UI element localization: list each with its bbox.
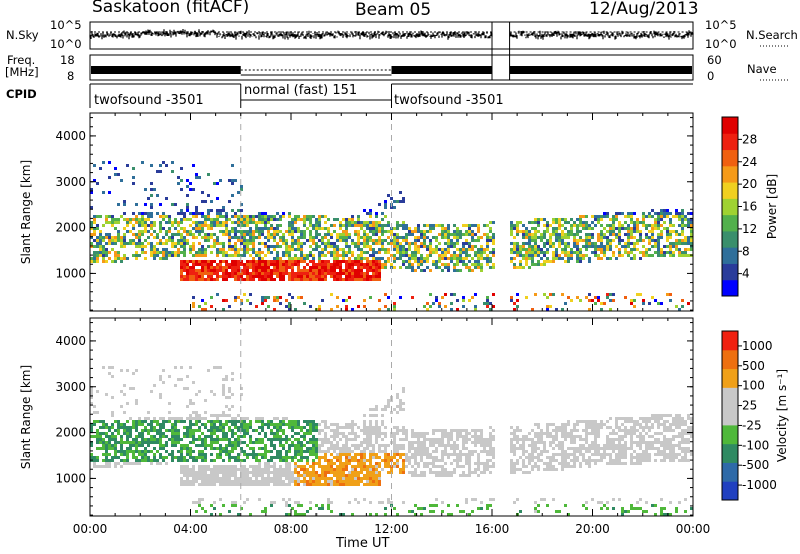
x-tick-label-4: 16:00	[475, 522, 510, 536]
velocity-colorbar-swatch-6	[722, 368, 738, 388]
power-colorbar-swatch-10	[722, 117, 738, 134]
power-colorbar-swatch-4	[722, 214, 738, 232]
freq-left-tick-bottom: 8	[67, 69, 75, 83]
noise-left-tick-top: 10^5	[50, 18, 82, 32]
power-colorbar-swatch-1	[722, 263, 738, 281]
power-colorbar-tick-5: 24	[742, 155, 757, 169]
cpid-segment-2: normal (fast) 151	[244, 83, 358, 98]
velocity-colorbar-swatch-2	[722, 443, 738, 463]
velocity-colorbar-label: Velocity [m s⁻¹]	[775, 369, 789, 462]
power-colorbar-tick-6: 28	[742, 132, 757, 146]
velocity-colorbar-tick-6: -500	[742, 458, 769, 472]
panel-1-ytick-label-3: 4000	[55, 334, 86, 348]
velocity-colorbar-tick-0: 1000	[742, 339, 773, 353]
panel-0-ytick-label-1: 2000	[55, 221, 86, 235]
panel-0-ylabel: Slant Range [km]	[19, 160, 33, 264]
panel-0-cells	[90, 161, 693, 311]
freq-strip-frame	[89, 54, 694, 81]
velocity-colorbar-tick-3: 25	[742, 399, 757, 413]
velocity-colorbar-swatch-4	[722, 406, 738, 426]
velocity-colorbar-swatch-1	[722, 462, 738, 482]
velocity-colorbar-swatch-0	[722, 481, 738, 501]
power-colorbar-swatch-8	[722, 149, 738, 167]
freq-label-line2: [MHz]	[5, 65, 39, 79]
velocity-colorbar-swatch-7	[722, 349, 738, 370]
power-colorbar-swatch-3	[722, 230, 738, 248]
power-colorbar-swatch-9	[722, 133, 738, 151]
panel-0-ytick-label-0: 1000	[55, 266, 86, 280]
velocity-colorbar-tick-7: -1000	[742, 478, 777, 492]
panel-1-ytick-label-0: 1000	[55, 471, 86, 485]
velocity-colorbar-tick-2: 100	[742, 379, 765, 393]
velocity-colorbar-swatch-3	[722, 424, 738, 445]
noise-right-tick-top: 10^5	[705, 18, 737, 32]
nsearch-label: N.Search	[746, 28, 798, 42]
velocity-colorbar-swatch-8	[722, 331, 738, 351]
power-colorbar-swatch-6	[722, 182, 738, 199]
panel-1-ylabel: Slant Range [km]	[19, 365, 33, 469]
power-colorbar-swatch-0	[722, 279, 738, 297]
power-colorbar-tick-4: 20	[742, 177, 757, 191]
panel-1-ytick-label-1: 2000	[55, 426, 86, 440]
panel-0-ytick-label-3: 4000	[55, 129, 86, 143]
velocity-colorbar-frame	[721, 330, 739, 501]
cpid-segment-3: twofsound -3501	[394, 93, 504, 108]
x-tick-label-2: 08:00	[274, 522, 309, 536]
panel-1-ytick-label-2: 3000	[55, 380, 86, 394]
velocity-colorbar-swatch-5	[722, 387, 738, 407]
panel-1-cells	[90, 366, 693, 516]
x-tick-label-3: 12:00	[374, 522, 409, 536]
nsky-label: N.Sky	[6, 28, 39, 42]
power-colorbar-tick-1: 8	[742, 244, 750, 258]
velocity-colorbar-tick-1: 500	[742, 359, 765, 373]
power-colorbar-swatch-2	[722, 247, 738, 264]
cpid-label: CPID	[6, 87, 37, 101]
x-tick-label-5: 20:00	[575, 522, 610, 536]
station-title: Saskatoon (fitACF)	[92, 0, 250, 17]
freq-right-tick-top: 60	[707, 53, 722, 67]
freq-label-line1: Freq.	[7, 53, 36, 67]
power-colorbar-label: Power [dB]	[765, 174, 779, 239]
freq-block-2	[391, 66, 492, 74]
freq-block-1	[91, 66, 241, 74]
nave-label: Nave	[747, 62, 777, 76]
cpid-segment-1: twofsound -3501	[94, 93, 204, 108]
noise-right-tick-bottom: 10^0	[705, 37, 737, 51]
noise-sky-trace	[89, 29, 694, 40]
power-colorbar-swatch-5	[722, 198, 738, 216]
panel-0-ytick-label-2: 3000	[55, 175, 86, 189]
x-tick-label-6: 00:00	[676, 522, 711, 536]
x-tick-label-1: 04:00	[173, 522, 208, 536]
x-axis-title: Time UT	[336, 536, 390, 551]
velocity-colorbar-tick-4: -25	[742, 418, 762, 432]
velocity-colorbar-tick-5: -100	[742, 438, 769, 452]
freq-left-tick-top: 18	[60, 53, 75, 67]
noise-left-tick-bottom: 10^0	[50, 37, 82, 51]
power-colorbar-tick-0: 4	[742, 267, 750, 281]
beam-title: Beam 05	[355, 0, 432, 20]
power-colorbar-tick-3: 16	[742, 200, 757, 214]
date-title: 12/Aug/2013	[589, 0, 699, 19]
power-colorbar-swatch-7	[722, 165, 738, 183]
freq-right-tick-bottom: 0	[707, 69, 715, 83]
power-colorbar-tick-2: 12	[742, 222, 757, 236]
freq-block-3	[509, 66, 692, 74]
x-tick-label-0: 00:00	[73, 522, 108, 536]
